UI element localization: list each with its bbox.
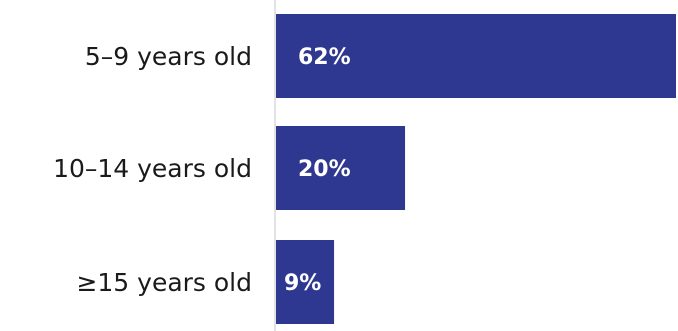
value-label-2: 9% bbox=[284, 271, 321, 296]
bars-group bbox=[276, 14, 676, 324]
category-label-2: ≥15 years old bbox=[76, 268, 252, 297]
category-label-0: 5–9 years old bbox=[85, 42, 252, 71]
bar-1 bbox=[276, 126, 406, 210]
labels-group: 62% 5–9 years old 20% 10–14 years old 9% ≥15 … bbox=[53, 42, 351, 297]
value-label-0: 62% bbox=[298, 45, 351, 70]
bar-2 bbox=[276, 240, 335, 324]
bar-0 bbox=[276, 14, 676, 98]
category-label-1: 10–14 years old bbox=[53, 154, 252, 183]
value-label-1: 20% bbox=[298, 157, 351, 182]
